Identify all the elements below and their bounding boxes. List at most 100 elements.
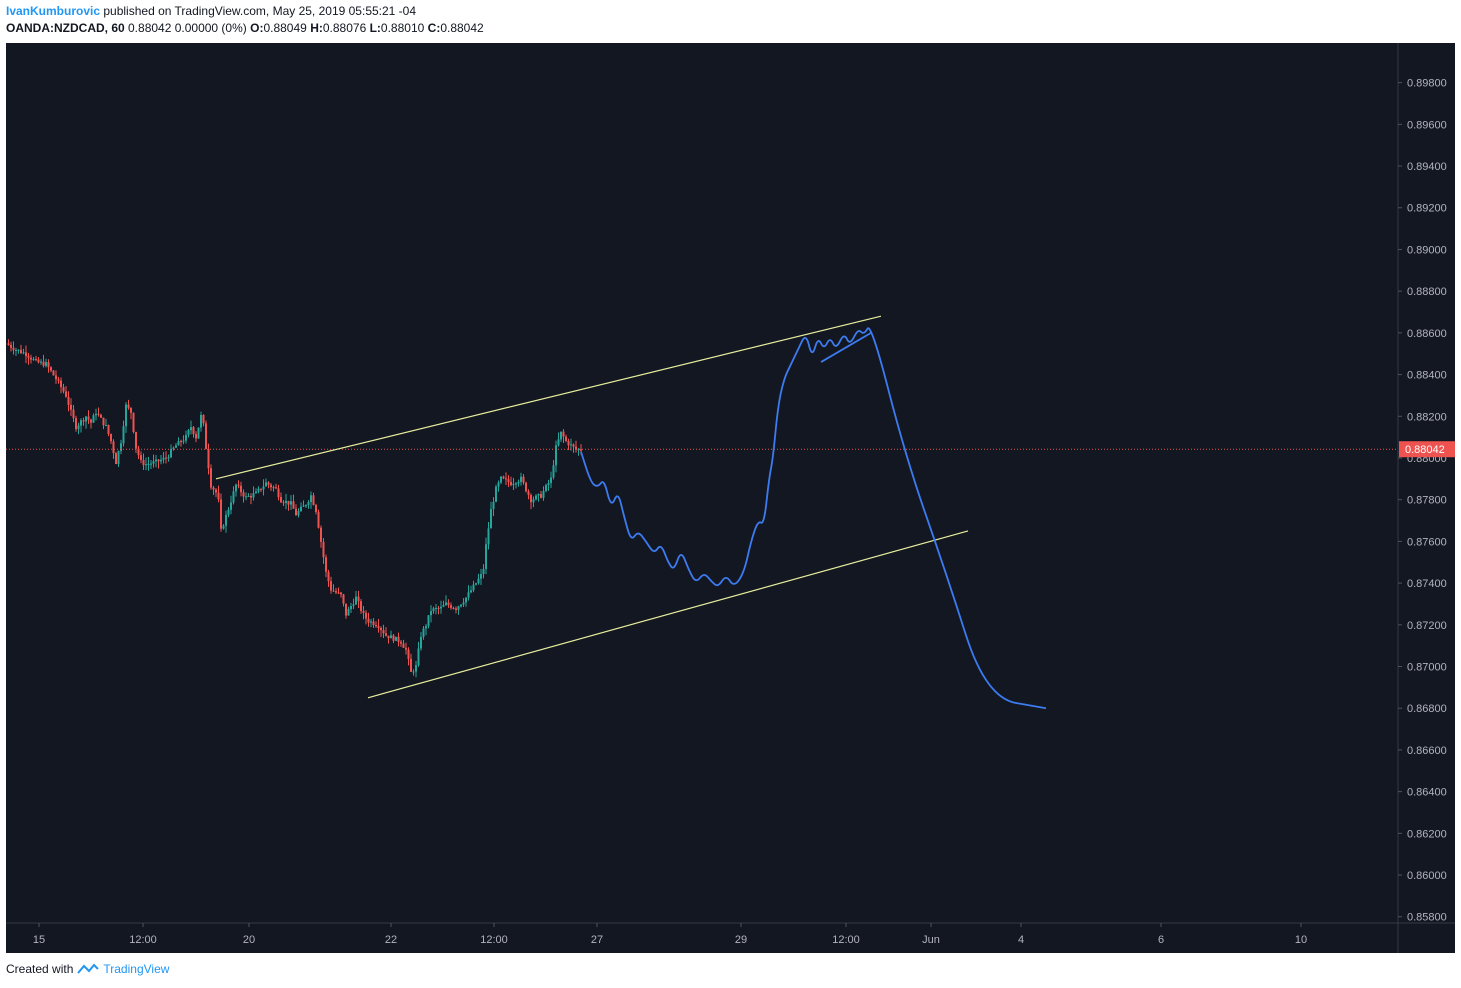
- candle-body: [237, 484, 240, 486]
- candle-body: [182, 440, 185, 442]
- candle-body: [217, 492, 220, 500]
- chart-area[interactable]: 0.89800 0.89600 0.89400 0.89200 0.89000 0.888…: [6, 43, 1455, 953]
- candle-body: [490, 509, 492, 529]
- candle-body: [335, 591, 337, 593]
- tradingview-brand-link[interactable]: TradingView: [103, 962, 170, 976]
- price-tick-label: 0.89800: [1407, 78, 1447, 90]
- time-tick-label: 27: [591, 934, 603, 946]
- time-tick-label: 12:00: [480, 934, 508, 946]
- candle-body: [212, 487, 215, 490]
- candle-body: [450, 605, 452, 608]
- candle-body: [380, 628, 382, 631]
- candle-body: [315, 504, 317, 512]
- candle-body: [107, 424, 110, 435]
- candle-body: [147, 463, 150, 465]
- candle-body: [287, 500, 290, 505]
- candle-body: [330, 581, 332, 591]
- candle-body: [215, 489, 217, 493]
- candle-body: [65, 391, 67, 397]
- candle-body: [195, 434, 197, 439]
- candle-body: [307, 501, 310, 506]
- symbol-info: OANDA:NZDCAD, 60 0.88042 0.00000 (0%) O:…: [6, 21, 484, 35]
- candle-body: [87, 416, 90, 420]
- candle-body: [357, 596, 360, 602]
- price-tick-label: 0.87600: [1407, 536, 1447, 548]
- candle-body: [250, 495, 252, 498]
- candle-body: [177, 440, 180, 446]
- candle-body: [192, 427, 195, 435]
- candle-body: [367, 618, 370, 623]
- candle-body: [400, 641, 402, 644]
- candle-body: [577, 449, 580, 451]
- candle-body: [37, 359, 40, 363]
- candle-body: [247, 495, 250, 497]
- price-chart[interactable]: 0.89800 0.89600 0.89400 0.89200 0.89000 0.888…: [6, 43, 1455, 953]
- candle-body: [327, 571, 330, 582]
- candle-body: [262, 486, 265, 490]
- candle-body: [30, 357, 32, 360]
- candle-body: [365, 612, 367, 619]
- candle-body: [375, 625, 377, 627]
- candle-body: [532, 499, 535, 503]
- candle-body: [410, 658, 412, 672]
- candle-body: [540, 494, 542, 498]
- candle-body: [167, 457, 170, 459]
- time-tick-label: 10: [1295, 934, 1307, 946]
- author-link[interactable]: IvanKumburovic: [6, 4, 101, 18]
- candle-body: [372, 621, 375, 626]
- candle-body: [445, 602, 447, 606]
- publish-info: IvanKumburovic published on TradingView.…: [6, 4, 416, 18]
- candle-body: [207, 448, 210, 469]
- candle-body: [97, 413, 100, 415]
- ohlc-high-label: H:: [310, 21, 323, 35]
- candle-body: [235, 484, 237, 492]
- candle-body: [427, 615, 430, 627]
- time-axis[interactable]: 15 12:00 20 22 12:00 27 29 12:00 Jun 4 6 10: [6, 922, 1455, 946]
- candle-body: [242, 492, 245, 497]
- candle-body: [302, 505, 305, 507]
- candle-body: [567, 440, 570, 446]
- candle-body: [50, 367, 52, 371]
- candle-body: [285, 500, 287, 503]
- candle-body: [447, 602, 450, 606]
- candle-body: [475, 583, 477, 585]
- candle-body: [495, 486, 497, 502]
- candle-body: [435, 608, 437, 610]
- price-tick-label: 0.87400: [1407, 578, 1447, 590]
- candle-body: [67, 396, 70, 405]
- candle-body: [385, 633, 387, 636]
- symbol-label: OANDA:NZDCAD, 60: [6, 21, 125, 35]
- price-axis[interactable]: 0.89800 0.89600 0.89400 0.89200 0.89000 0.888…: [1397, 43, 1455, 953]
- candle-body: [317, 511, 320, 528]
- price-tick-label: 0.89600: [1407, 119, 1447, 131]
- candle-body: [70, 404, 72, 410]
- candle-body: [502, 476, 505, 479]
- channel-upper-line: [215, 315, 882, 480]
- candle-body: [320, 527, 322, 542]
- candle-body: [420, 636, 422, 649]
- candle-body: [487, 528, 490, 545]
- candle-body: [257, 488, 260, 492]
- candle-body: [355, 596, 357, 605]
- candle-body: [55, 375, 57, 380]
- candle-body: [407, 649, 410, 659]
- candle-body: [80, 420, 82, 426]
- candle-body: [455, 608, 457, 610]
- footer: Created with TradingView: [6, 962, 169, 976]
- price-tick-label: 0.88400: [1407, 370, 1447, 382]
- candle-body: [17, 349, 20, 351]
- time-tick-label: 22: [385, 934, 397, 946]
- candle-body: [432, 608, 435, 612]
- candle-body: [492, 501, 495, 510]
- candle-body: [337, 592, 340, 594]
- candle-body: [157, 459, 160, 462]
- candle-body: [360, 601, 362, 612]
- current-price-badge: [1399, 441, 1455, 458]
- candle-body: [90, 419, 92, 423]
- candle-body: [292, 501, 295, 509]
- candle-body: [422, 628, 425, 637]
- candle-body: [530, 495, 532, 503]
- candle-body: [535, 495, 537, 500]
- candle-body: [172, 447, 175, 450]
- candle-body: [342, 594, 345, 604]
